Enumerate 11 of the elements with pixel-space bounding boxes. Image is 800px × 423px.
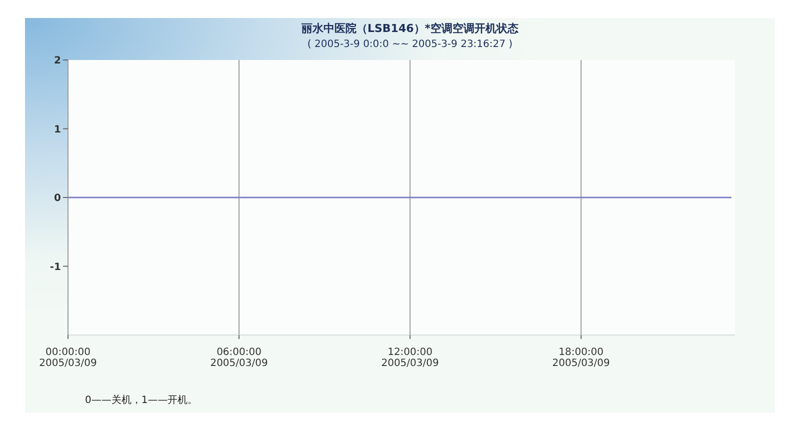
chart-title: 丽水中医院（LSB146）*空调空调开机状态 [300,21,520,36]
chart-subtitle: ( 2005-3-9 0:0:0 ~~ 2005-3-9 23:16:27 ) [306,39,514,50]
y-tick-label: 1 [54,124,62,136]
y-tick-label: -1 [50,262,62,273]
x-tick-label: 12:00:00 2005/03/09 [381,347,439,369]
x-tick-label: 00:00:00 2005/03/09 [39,347,97,369]
y-tick-label: 0 [54,193,62,204]
x-tick-label: 18:00:00 2005/03/09 [552,347,610,369]
y-tick-label: 2 [54,56,62,67]
x-tick-label: 06:00:00 2005/03/09 [210,347,268,369]
text: 0——关机，1——开机。 [85,394,198,407]
